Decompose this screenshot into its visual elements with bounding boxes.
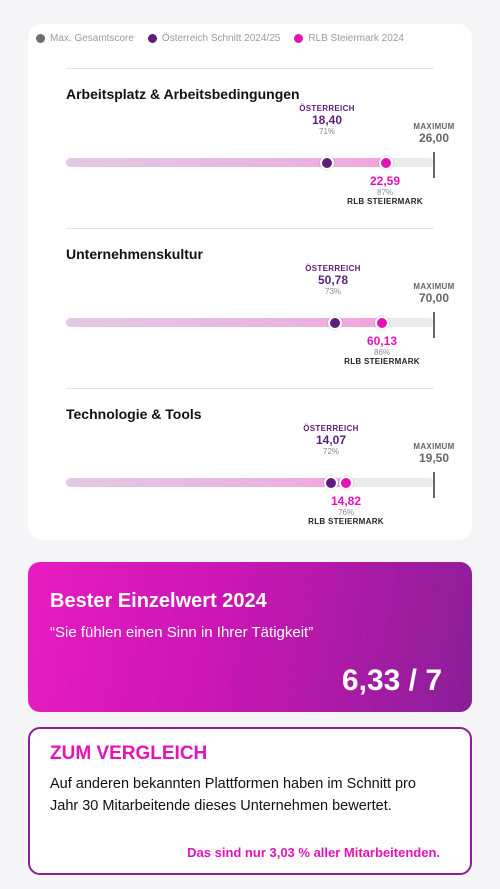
austria-marker	[323, 475, 338, 490]
maximum-caption: MAXIMUM	[413, 282, 455, 291]
austria-caption: ÖSTERREICH	[303, 424, 359, 433]
rlb-label: 22,59 87% RLB STEIERMARK	[347, 174, 423, 206]
rlb-marker	[338, 475, 353, 490]
legend-label-austria: Österreich Schnitt 2024/25	[161, 32, 281, 44]
section-unternehmenskultur: Unternehmenskultur ÖSTERREICH 50,78 73% …	[0, 246, 500, 396]
maximum-value: 19,50	[418, 451, 450, 465]
rlb-fill	[66, 318, 383, 327]
austria-caption: ÖSTERREICH	[305, 264, 361, 273]
austria-label: ÖSTERREICH 14,07 72%	[303, 424, 358, 456]
maximum-line	[433, 472, 435, 498]
score-track	[66, 158, 434, 167]
comparison-text: Auf anderen bekannten Plattformen haben …	[50, 776, 416, 814]
rlb-marker	[375, 315, 390, 330]
section-arbeitsplatz: Arbeitsplatz & Arbeitsbedingungen ÖSTERR…	[0, 86, 500, 236]
maximum-label: MAXIMUM 19,50	[413, 442, 454, 465]
maximum-caption: MAXIMUM	[413, 442, 455, 451]
legend-dot-rlb	[294, 33, 304, 43]
rlb-value: 14,82	[330, 494, 362, 508]
rlb-value: 60,13	[366, 334, 398, 348]
rlb-percent: 76%	[337, 508, 355, 517]
legend-label-rlb: RLB Steiermark 2024	[308, 32, 404, 44]
rlb-percent: 87%	[376, 188, 394, 197]
austria-marker	[320, 155, 335, 170]
score-card	[28, 24, 472, 540]
legend-dot-austria	[147, 33, 157, 43]
rlb-fill	[66, 478, 346, 487]
legend-item-max: Max. Gesamtscore	[36, 33, 134, 44]
rlb-caption: RLB STEIERMARK	[344, 357, 420, 366]
comparison-title: ZUM VERGLEICH	[50, 743, 208, 764]
austria-percent: 71%	[318, 127, 336, 136]
austria-marker	[327, 315, 342, 330]
austria-value: 14,07	[315, 433, 347, 447]
rlb-value: 22,59	[369, 174, 401, 188]
legend-label-max: Max. Gesamtscore	[50, 32, 134, 44]
rlb-label: 14,82 76% RLB STEIERMARK	[308, 494, 384, 526]
maximum-line	[433, 152, 435, 178]
austria-value: 18,40	[311, 113, 343, 127]
best-value-quote: “Sie fühlen einen Sinn in Ihrer Tätigkei…	[50, 624, 314, 641]
maximum-label: MAXIMUM 26,00	[413, 122, 454, 145]
austria-value: 50,78	[317, 273, 349, 287]
chart-legend: Max. Gesamtscore Österreich Schnitt 2024…	[36, 30, 404, 46]
austria-label: ÖSTERREICH 18,40 71%	[299, 104, 354, 136]
maximum-line	[433, 312, 435, 338]
comparison-footnote: Das sind nur 3,03 % aller Mitarbeitenden…	[187, 845, 440, 860]
legend-dot-max	[36, 33, 45, 43]
austria-label: ÖSTERREICH 50,78 73%	[305, 264, 360, 296]
score-track	[66, 318, 434, 327]
maximum-caption: MAXIMUM	[413, 122, 455, 131]
maximum-value: 70,00	[418, 291, 450, 305]
maximum-label: MAXIMUM 70,00	[413, 282, 454, 305]
legend-item-rlb: RLB Steiermark 2024	[294, 33, 404, 44]
rlb-marker	[379, 155, 394, 170]
divider	[66, 388, 434, 389]
best-value-score: 6,33 / 7	[341, 664, 442, 697]
best-value-title: Bester Einzelwert 2024	[50, 590, 267, 612]
comparison-card: ZUM VERGLEICH Auf anderen bekannten Plat…	[28, 727, 472, 875]
section-title: Unternehmenskultur	[66, 246, 203, 262]
austria-percent: 73%	[324, 287, 342, 296]
best-value-card: Bester Einzelwert 2024 “Sie fühlen einen…	[28, 562, 472, 712]
austria-percent: 72%	[322, 447, 340, 456]
rlb-label: 60,13 86% RLB STEIERMARK	[344, 334, 420, 366]
rlb-percent: 86%	[373, 348, 391, 357]
rlb-caption: RLB STEIERMARK	[308, 517, 384, 526]
maximum-value: 26,00	[418, 131, 450, 145]
section-title: Technologie & Tools	[66, 406, 202, 422]
score-track	[66, 478, 434, 487]
rlb-fill	[66, 158, 387, 167]
section-title: Arbeitsplatz & Arbeitsbedingungen	[66, 86, 300, 102]
divider	[66, 68, 434, 69]
austria-caption: ÖSTERREICH	[299, 104, 355, 113]
rlb-caption: RLB STEIERMARK	[347, 197, 423, 206]
section-technologie: Technologie & Tools ÖSTERREICH 14,07 72%…	[0, 406, 500, 556]
divider	[66, 228, 434, 229]
legend-item-austria: Österreich Schnitt 2024/25	[147, 32, 281, 44]
